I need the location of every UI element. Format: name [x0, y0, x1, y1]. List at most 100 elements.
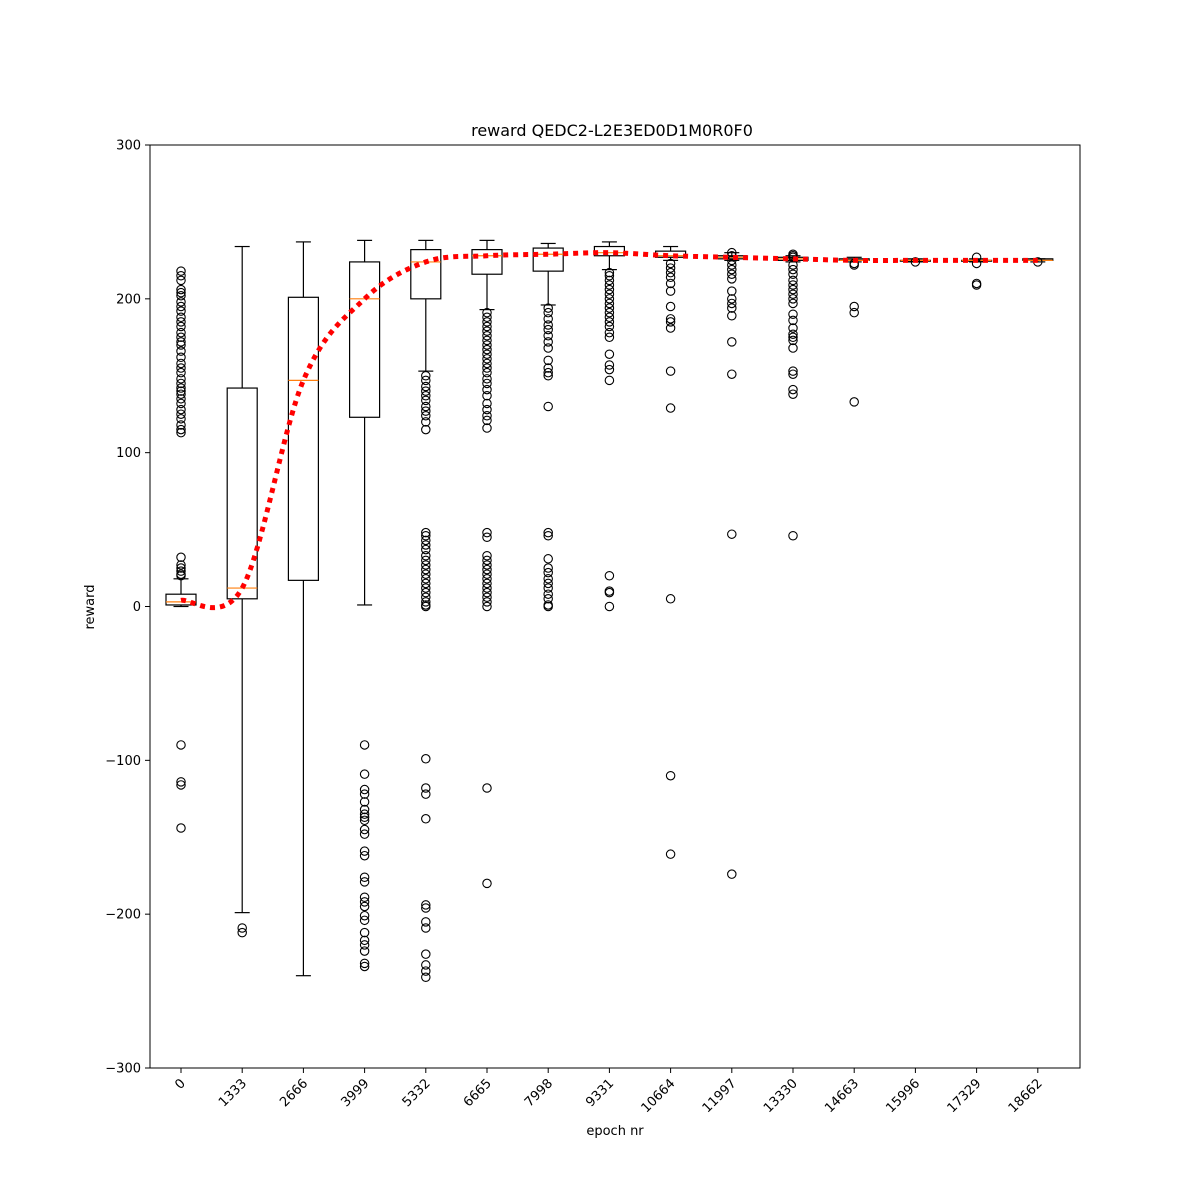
- outlier-point: [176, 358, 186, 369]
- outlier-point: [727, 529, 737, 539]
- outlier-point: [176, 275, 186, 286]
- outlier-point: [421, 601, 431, 612]
- outlier-point: [482, 335, 492, 346]
- y-tick-label: −200: [105, 908, 141, 923]
- outlier-point: [665, 323, 676, 333]
- outlier-point: [359, 935, 370, 946]
- box-group: [226, 245, 258, 938]
- outlier-point: [359, 789, 370, 799]
- x-axis-label: epoch nr: [586, 1124, 644, 1139]
- outlier-point: [482, 321, 492, 332]
- outlier-point: [359, 824, 370, 835]
- outlier-point: [482, 550, 492, 561]
- outlier-point: [604, 289, 615, 299]
- outlier-point: [543, 337, 553, 347]
- outlier-point: [482, 367, 492, 378]
- outlier-point: [788, 315, 798, 326]
- outlier-point: [176, 363, 186, 373]
- outlier-point: [604, 298, 615, 309]
- box-iqr: [165, 593, 197, 606]
- outlier-point: [421, 410, 431, 421]
- outlier-point: [482, 583, 492, 593]
- outlier-point: [421, 960, 431, 970]
- outlier-point: [727, 264, 737, 275]
- outlier-point: [543, 370, 553, 381]
- outlier-point: [604, 303, 615, 313]
- outlier-point: [421, 370, 431, 381]
- outlier-point: [604, 349, 615, 359]
- outlier-point: [176, 552, 186, 563]
- y-axis: −300 −200 −100 0 100 200 300: [105, 139, 150, 1077]
- outlier-point: [176, 563, 186, 573]
- outlier-point: [543, 554, 553, 564]
- outlier-point: [482, 317, 492, 327]
- outlier-point: [421, 592, 431, 603]
- trend-line: [180, 250, 1038, 611]
- outlier-point: [727, 337, 737, 347]
- outlier-point: [482, 398, 492, 409]
- outlier-point: [543, 589, 553, 599]
- outlier-point: [543, 530, 553, 541]
- outlier-point: [543, 574, 553, 584]
- outlier-point: [482, 363, 492, 373]
- box-iqr: [532, 247, 564, 272]
- outlier-point: [421, 555, 431, 566]
- outlier-point: [665, 317, 676, 327]
- outlier-point: [421, 597, 431, 607]
- outlier-point: [176, 560, 186, 570]
- outlier-point: [788, 284, 798, 295]
- outlier-point: [543, 307, 553, 318]
- outlier-point: [665, 770, 676, 781]
- outlier-point: [604, 271, 615, 281]
- outlier-point: [421, 401, 431, 412]
- outlier-point: [482, 574, 492, 584]
- outlier-point: [176, 321, 186, 332]
- outlier-point: [665, 263, 676, 273]
- outlier-point: [543, 314, 553, 324]
- outlier-point: [543, 601, 553, 612]
- outlier-point: [788, 289, 798, 299]
- outlier-point: [176, 427, 186, 438]
- outlier-point: [604, 312, 615, 323]
- outlier-point: [482, 307, 492, 318]
- outlier-point: [543, 303, 553, 313]
- outlier-point: [727, 247, 737, 258]
- outlier-point: [604, 601, 615, 612]
- box-iqr: [410, 249, 442, 300]
- outlier-point: [849, 397, 859, 407]
- outlier-point: [176, 570, 186, 581]
- outlier-point: [727, 286, 737, 296]
- outlier-point: [359, 829, 370, 839]
- outlier-point: [665, 366, 676, 376]
- outlier-point: [359, 910, 370, 921]
- outlier-point: [482, 601, 492, 612]
- outlier-point: [176, 271, 186, 281]
- outlier-point: [482, 374, 492, 384]
- outlier-point: [543, 563, 553, 573]
- outlier-point: [788, 298, 798, 309]
- outlier-point: [359, 946, 370, 956]
- outlier-point: [788, 530, 798, 541]
- y-axis-label: reward: [83, 584, 98, 629]
- outlier-point: [421, 417, 431, 427]
- outlier-point: [421, 754, 431, 764]
- outlier-point: [788, 275, 798, 286]
- outlier-point: [482, 349, 492, 359]
- outlier-point: [665, 301, 676, 312]
- outlier-point: [788, 366, 798, 376]
- outlier-point: [482, 410, 492, 421]
- outlier-point: [421, 375, 431, 386]
- outlier-point: [359, 846, 370, 856]
- outlier-point: [421, 917, 431, 927]
- outlier-point: [665, 267, 676, 278]
- outlier-point: [543, 320, 553, 330]
- outlier-point: [237, 923, 247, 933]
- outlier-point: [482, 404, 492, 415]
- outlier-point: [482, 587, 492, 598]
- outlier-point: [359, 804, 370, 815]
- outlier-point: [727, 274, 737, 284]
- outlier-point: [176, 312, 186, 323]
- outlier-point: [604, 321, 615, 332]
- outlier-point: [176, 317, 186, 327]
